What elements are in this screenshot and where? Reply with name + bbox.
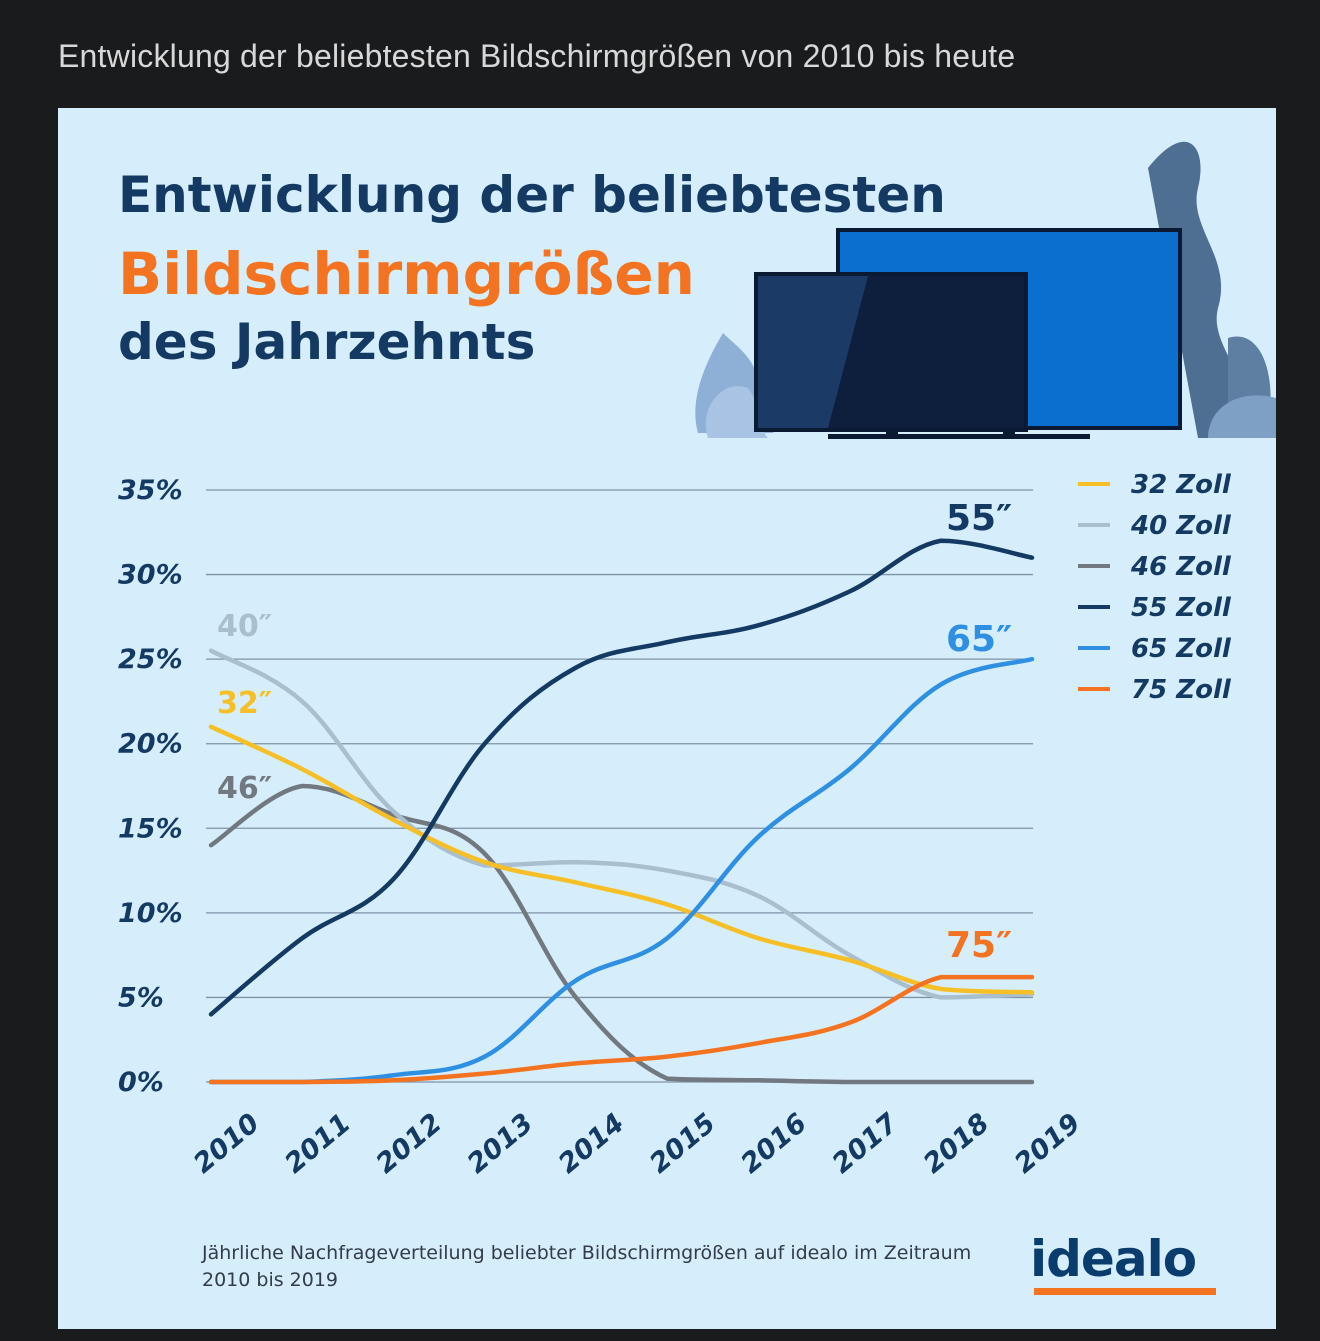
series-end-label: 75″: [946, 925, 1012, 966]
legend-label: 40 Zoll: [1130, 511, 1232, 541]
x-tick-label: 2014: [553, 1108, 630, 1180]
series-line-40-zoll: [208, 648, 1035, 1000]
series-end-label: 40″: [217, 609, 272, 644]
plant-leaf-icon: [705, 386, 768, 438]
series-end-label: 46″: [217, 771, 272, 806]
chart-legend: 32 Zoll 40 Zoll 46 Zoll 55 Zoll 65 Zoll 75 Zo…: [1078, 470, 1232, 705]
legend-label: 46 Zoll: [1130, 552, 1232, 582]
y-tick-label: 0%: [118, 1067, 164, 1098]
headline-line-1: Entwicklung der beliebtesten: [118, 166, 946, 224]
x-tick-label: 2018: [918, 1108, 995, 1180]
legend-label: 32 Zoll: [1131, 470, 1232, 500]
chart-series: [208, 538, 1035, 1085]
y-tick-label: 5%: [118, 982, 164, 1013]
x-tick-label: 2011: [279, 1108, 356, 1180]
series-labels: 32″ 40″ 46″ 55″ 65″ 75″: [217, 498, 1012, 966]
y-tick-label: 30%: [118, 560, 183, 591]
series-end-label: 32″: [217, 686, 272, 721]
legend-label: 65 Zoll: [1131, 634, 1232, 664]
x-tick-label: 2013: [462, 1108, 539, 1180]
series-end-label: 55″: [946, 498, 1012, 539]
series-line-55-zoll: [208, 538, 1035, 1017]
plant-leaf-icon: [1148, 141, 1268, 438]
x-tick-label: 2015: [644, 1108, 721, 1180]
x-tick-label: 2019: [1009, 1108, 1086, 1180]
logo-underline: [1034, 1288, 1216, 1295]
y-tick-label: 10%: [118, 898, 183, 929]
chart-footnote: Jährliche Nachfrageverteilung beliebter …: [202, 1242, 972, 1291]
infographic-card: Entwicklung der beliebtesten Bildschirmg…: [58, 108, 1276, 1329]
x-tick-label: 2017: [827, 1107, 905, 1179]
chart-canvas: 0%5%10%15%20%25%30%35% 2010 2011 2012 2013 2…: [118, 141, 1276, 1180]
decorative-illustration: [695, 141, 1276, 439]
series-line-46-zoll: [208, 783, 1035, 1085]
series-line-75-zoll: [208, 974, 1035, 1085]
plant-leaf-icon: [1208, 395, 1276, 438]
legend-label: 75 Zoll: [1131, 675, 1232, 705]
page-title: Entwicklung der beliebtesten Bildschirmg…: [58, 38, 1016, 74]
series-line-32-zoll: [208, 724, 1035, 995]
y-tick-label: 25%: [118, 644, 183, 675]
legend-label: 55 Zoll: [1131, 593, 1232, 623]
headline-line-2: Bildschirmgrößen: [118, 240, 695, 308]
series-line-65-zoll: [208, 656, 1035, 1085]
series-end-label: 65″: [946, 619, 1012, 660]
idealo-logo: idealo: [1030, 1230, 1197, 1288]
y-axis-ticks: 0% 5% 10% 15% 20% 25% 30% 35%: [118, 475, 183, 1098]
x-tick-label: 2010: [188, 1108, 265, 1180]
tv-stand-icon: [828, 434, 1090, 439]
y-tick-label: 15%: [118, 813, 183, 844]
x-axis-ticks: 2010 2011 2012 2013 2014 2015 2016 2017 2018 2019: [188, 1107, 1086, 1179]
headline-line-3: des Jahrzehnts: [118, 313, 536, 371]
x-tick-label: 2012: [370, 1108, 447, 1180]
y-tick-label: 35%: [118, 475, 183, 506]
y-tick-label: 20%: [118, 729, 183, 760]
x-tick-label: 2016: [735, 1108, 812, 1180]
